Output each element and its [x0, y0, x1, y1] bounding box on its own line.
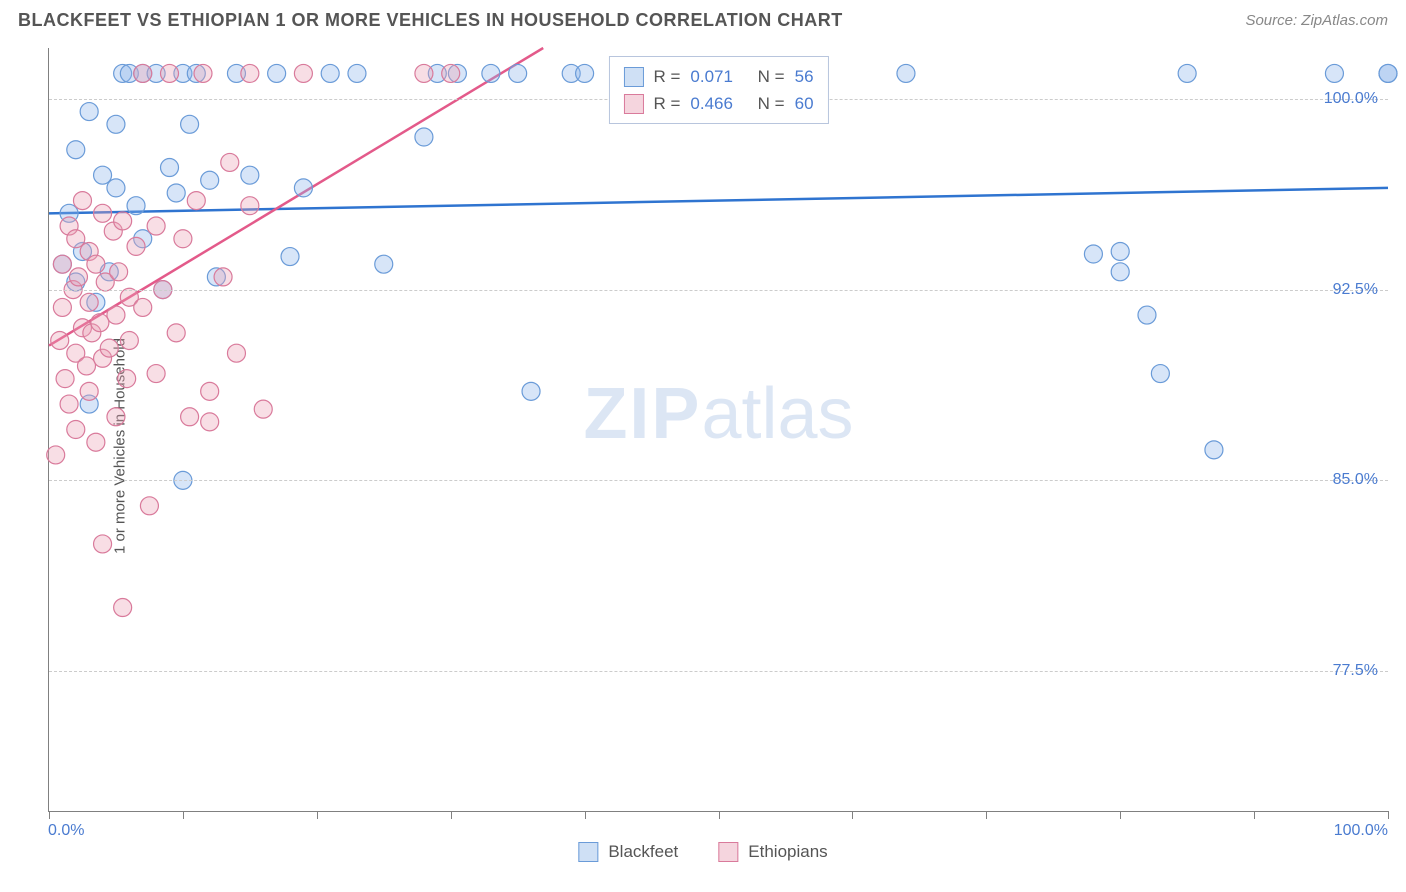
legend-row-ethiopians: R = 0.466 N = 60	[623, 90, 813, 117]
swatch-ethiopians-icon	[718, 842, 738, 862]
legend-row-blackfeet: R = 0.071 N = 56	[623, 63, 813, 90]
scatter-svg	[49, 48, 1388, 811]
series-legend: Blackfeet Ethiopians	[578, 842, 827, 862]
y-tick-label: 100.0%	[1324, 90, 1378, 108]
swatch-ethiopians	[623, 94, 643, 114]
y-tick-label: 92.5%	[1333, 281, 1378, 299]
y-tick-label: 77.5%	[1333, 662, 1378, 680]
legend-item-blackfeet: Blackfeet	[578, 842, 678, 862]
chart-plot-area: ZIPatlas R = 0.071 N = 56 R = 0.466 N = …	[48, 48, 1388, 812]
x-axis-start-label: 0.0%	[48, 822, 84, 840]
source-attribution: Source: ZipAtlas.com	[1245, 12, 1388, 29]
chart-title: BLACKFEET VS ETHIOPIAN 1 OR MORE VEHICLE…	[18, 10, 843, 31]
correlation-legend: R = 0.071 N = 56 R = 0.466 N = 60	[608, 56, 828, 124]
x-axis-end-label: 100.0%	[1334, 822, 1388, 840]
y-tick-label: 85.0%	[1333, 471, 1378, 489]
swatch-blackfeet-icon	[578, 842, 598, 862]
legend-item-ethiopians: Ethiopians	[718, 842, 827, 862]
header: BLACKFEET VS ETHIOPIAN 1 OR MORE VEHICLE…	[0, 0, 1406, 37]
swatch-blackfeet	[623, 67, 643, 87]
